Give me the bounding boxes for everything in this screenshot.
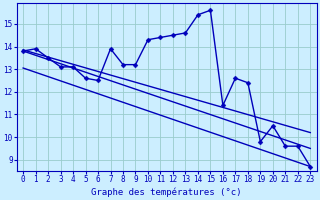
- X-axis label: Graphe des températures (°c): Graphe des températures (°c): [92, 187, 242, 197]
